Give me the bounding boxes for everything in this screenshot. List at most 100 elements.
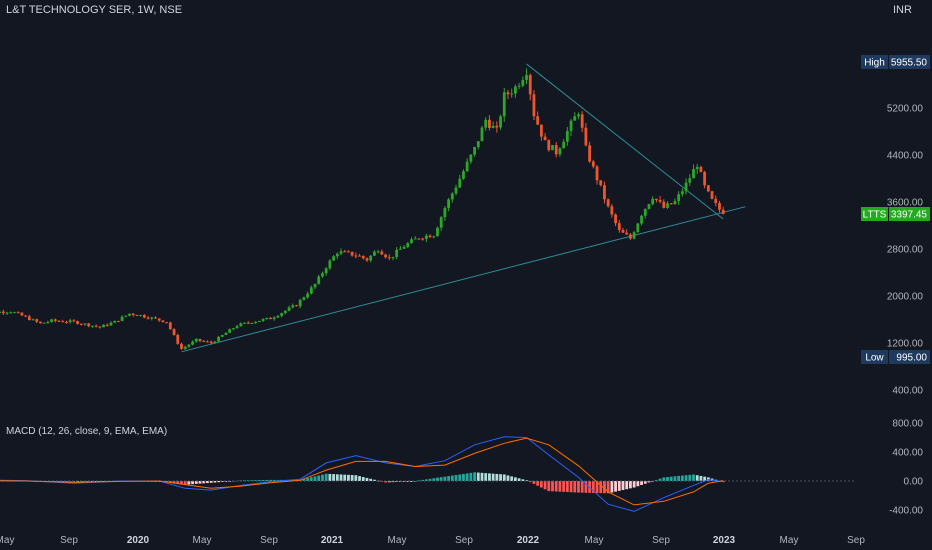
- candle-up: [692, 169, 695, 179]
- macd-histogram-bar: [699, 475, 703, 481]
- candle-down: [603, 185, 606, 200]
- candle-down: [53, 319, 57, 321]
- macd-histogram-bar: [309, 477, 313, 481]
- tag-value-box: [889, 207, 930, 221]
- candle-down: [61, 321, 65, 323]
- macd-histogram-bar: [666, 477, 669, 481]
- macd-histogram-bar: [465, 473, 469, 481]
- candle-down: [606, 199, 610, 207]
- macd-histogram-bar: [499, 474, 502, 481]
- macd-histogram-bar: [194, 481, 198, 484]
- candle-up: [291, 305, 295, 308]
- candle-down: [358, 255, 361, 257]
- macd-histogram-bar: [569, 481, 573, 493]
- candle-down: [654, 198, 658, 200]
- trendline-1[interactable]: [526, 63, 724, 220]
- macd-histogram-bar: [217, 481, 220, 483]
- macd-histogram-bar: [183, 481, 187, 485]
- macd-histogram-bar: [361, 477, 365, 481]
- candle-up: [369, 255, 373, 261]
- candle-up: [402, 247, 406, 249]
- macd-histogram-bar: [365, 477, 369, 481]
- macd-histogram-bar: [257, 480, 261, 481]
- candle-up: [398, 248, 402, 250]
- time-axis[interactable]: May Sep 2020 May Sep 2021 May Sep 2022 May Sep 2023…: [0, 535, 865, 546]
- candle-down: [625, 232, 629, 235]
- macd-histogram-bar: [187, 481, 191, 485]
- time-axis-tick: Sep: [455, 535, 473, 546]
- last-price-tag: LTTS 3397.45: [861, 207, 930, 221]
- macd-histogram-bar: [695, 475, 699, 481]
- candle-down: [65, 322, 68, 324]
- candle-down: [387, 257, 391, 259]
- tag-name-box: [861, 207, 888, 221]
- price-axis-tick: 5200.00: [887, 104, 924, 115]
- tag-name-box: [861, 350, 888, 364]
- macd-histogram-bar: [680, 475, 684, 481]
- macd-histogram-bar: [677, 475, 681, 481]
- tag-value: 5955.50: [891, 58, 928, 69]
- candle-up: [473, 147, 476, 155]
- macd-indicator-label[interactable]: MACD (12, 26, close, 9, EMA, EMA): [6, 426, 168, 437]
- candle-down: [662, 201, 666, 208]
- candle-up: [558, 148, 562, 155]
- time-axis-tick: Sep: [847, 535, 865, 546]
- candle-down: [380, 251, 384, 255]
- macd-histogram-bar: [513, 477, 517, 481]
- low-price-tag: Low 995.00: [861, 350, 930, 364]
- time-axis-tick: 2023: [713, 535, 736, 546]
- macd-histogram-bar: [358, 476, 361, 481]
- candle-up: [339, 251, 343, 254]
- macd-histogram-bar: [473, 472, 476, 481]
- macd-histogram-bar: [321, 474, 324, 481]
- macd-histogram-bar: [577, 481, 580, 493]
- candle-down: [718, 202, 721, 210]
- macd-histogram-bar: [332, 474, 335, 481]
- macd-histogram: [0, 472, 725, 494]
- trendline-0[interactable]: [181, 206, 746, 353]
- candle-down: [588, 145, 592, 162]
- price-axis[interactable]: 5200.00 4400.00 3600.00 2800.00 2000.00 1200.…: [887, 104, 924, 517]
- candle-up: [261, 319, 265, 321]
- macd-histogram-bar: [250, 480, 254, 481]
- macd-histogram-bar: [428, 478, 432, 481]
- candle-up: [673, 201, 677, 205]
- macd-histogram-bar: [313, 476, 317, 481]
- macd-histogram-bar: [565, 481, 569, 493]
- candle-up: [499, 116, 502, 128]
- macd-histogram-bar: [421, 479, 425, 481]
- candle-down: [76, 321, 79, 324]
- candle-down: [350, 251, 354, 256]
- candle-up: [447, 199, 451, 209]
- candle-down: [87, 323, 91, 327]
- candle-up: [280, 313, 284, 316]
- macd-histogram-bar: [324, 473, 328, 481]
- macd-histogram-bar: [495, 473, 499, 481]
- candle-down: [617, 223, 621, 230]
- tag-name: LTTS: [863, 210, 887, 221]
- candle-up: [373, 251, 376, 256]
- time-axis-tick: May: [193, 535, 212, 546]
- candle-down: [417, 238, 421, 240]
- time-axis-tick: 2020: [127, 535, 150, 546]
- candle-down: [599, 180, 603, 186]
- candle-down: [721, 209, 725, 214]
- candle-up: [150, 317, 154, 319]
- macd-histogram-bar: [369, 478, 373, 481]
- candle-up: [276, 315, 280, 318]
- time-axis-tick: May: [0, 535, 14, 546]
- candle-up: [565, 130, 569, 142]
- macd-lines: [0, 436, 724, 512]
- candle-up: [332, 256, 335, 261]
- candle-up: [309, 287, 313, 294]
- candle-down: [172, 329, 176, 335]
- macd-histogram-bar: [61, 481, 65, 482]
- candle-down: [250, 322, 254, 324]
- candle-up: [484, 119, 488, 128]
- macd-histogram-bar: [335, 474, 339, 481]
- macd-histogram-bar: [617, 481, 621, 491]
- macd-histogram-bar: [191, 481, 194, 485]
- macd-histogram-bar: [662, 477, 666, 481]
- macd-histogram-bar: [703, 476, 707, 481]
